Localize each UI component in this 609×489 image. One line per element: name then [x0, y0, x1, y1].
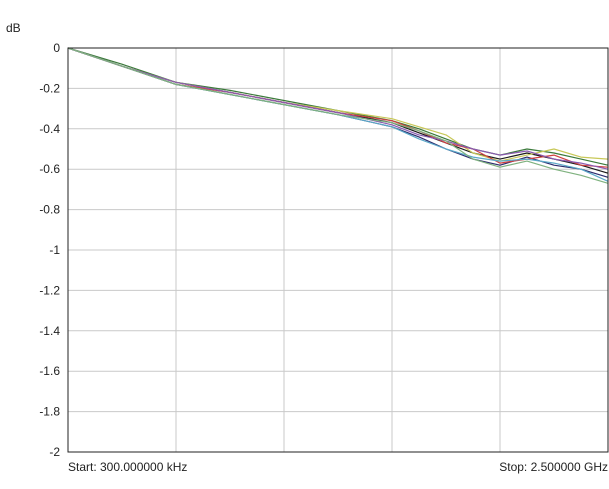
- y-tick-label: -1.2: [39, 283, 60, 297]
- y-tick-label: -1.8: [39, 405, 60, 419]
- y-tick-label: -1.4: [39, 324, 60, 338]
- x-stop-label: Stop: 2.500000 GHz: [499, 460, 608, 474]
- series-line: [67, 47, 609, 166]
- y-tick-label: -1.6: [39, 364, 60, 378]
- series-lines: [67, 47, 609, 184]
- series-line: [67, 47, 609, 184]
- y-tick-label: -0.2: [39, 81, 60, 95]
- plot-frame: [67, 47, 609, 453]
- y-tick-label: -0.8: [39, 203, 60, 217]
- y-tick-label: -0.6: [39, 162, 60, 176]
- y-axis-label: dB: [6, 21, 21, 35]
- y-tick-labels: 0 -0.2 -0.4 -0.6 -0.8 -1 -1.2 -1.4 -1.6 -1.8 -2: [39, 41, 60, 459]
- y-tick-label: 0: [53, 41, 60, 55]
- y-tick-label: -0.4: [39, 122, 60, 136]
- x-start-label: Start: 300.000000 kHz: [68, 460, 187, 474]
- series-line: [67, 47, 609, 170]
- y-tick-label: -2: [49, 445, 60, 459]
- y-tick-label: -1: [49, 243, 60, 257]
